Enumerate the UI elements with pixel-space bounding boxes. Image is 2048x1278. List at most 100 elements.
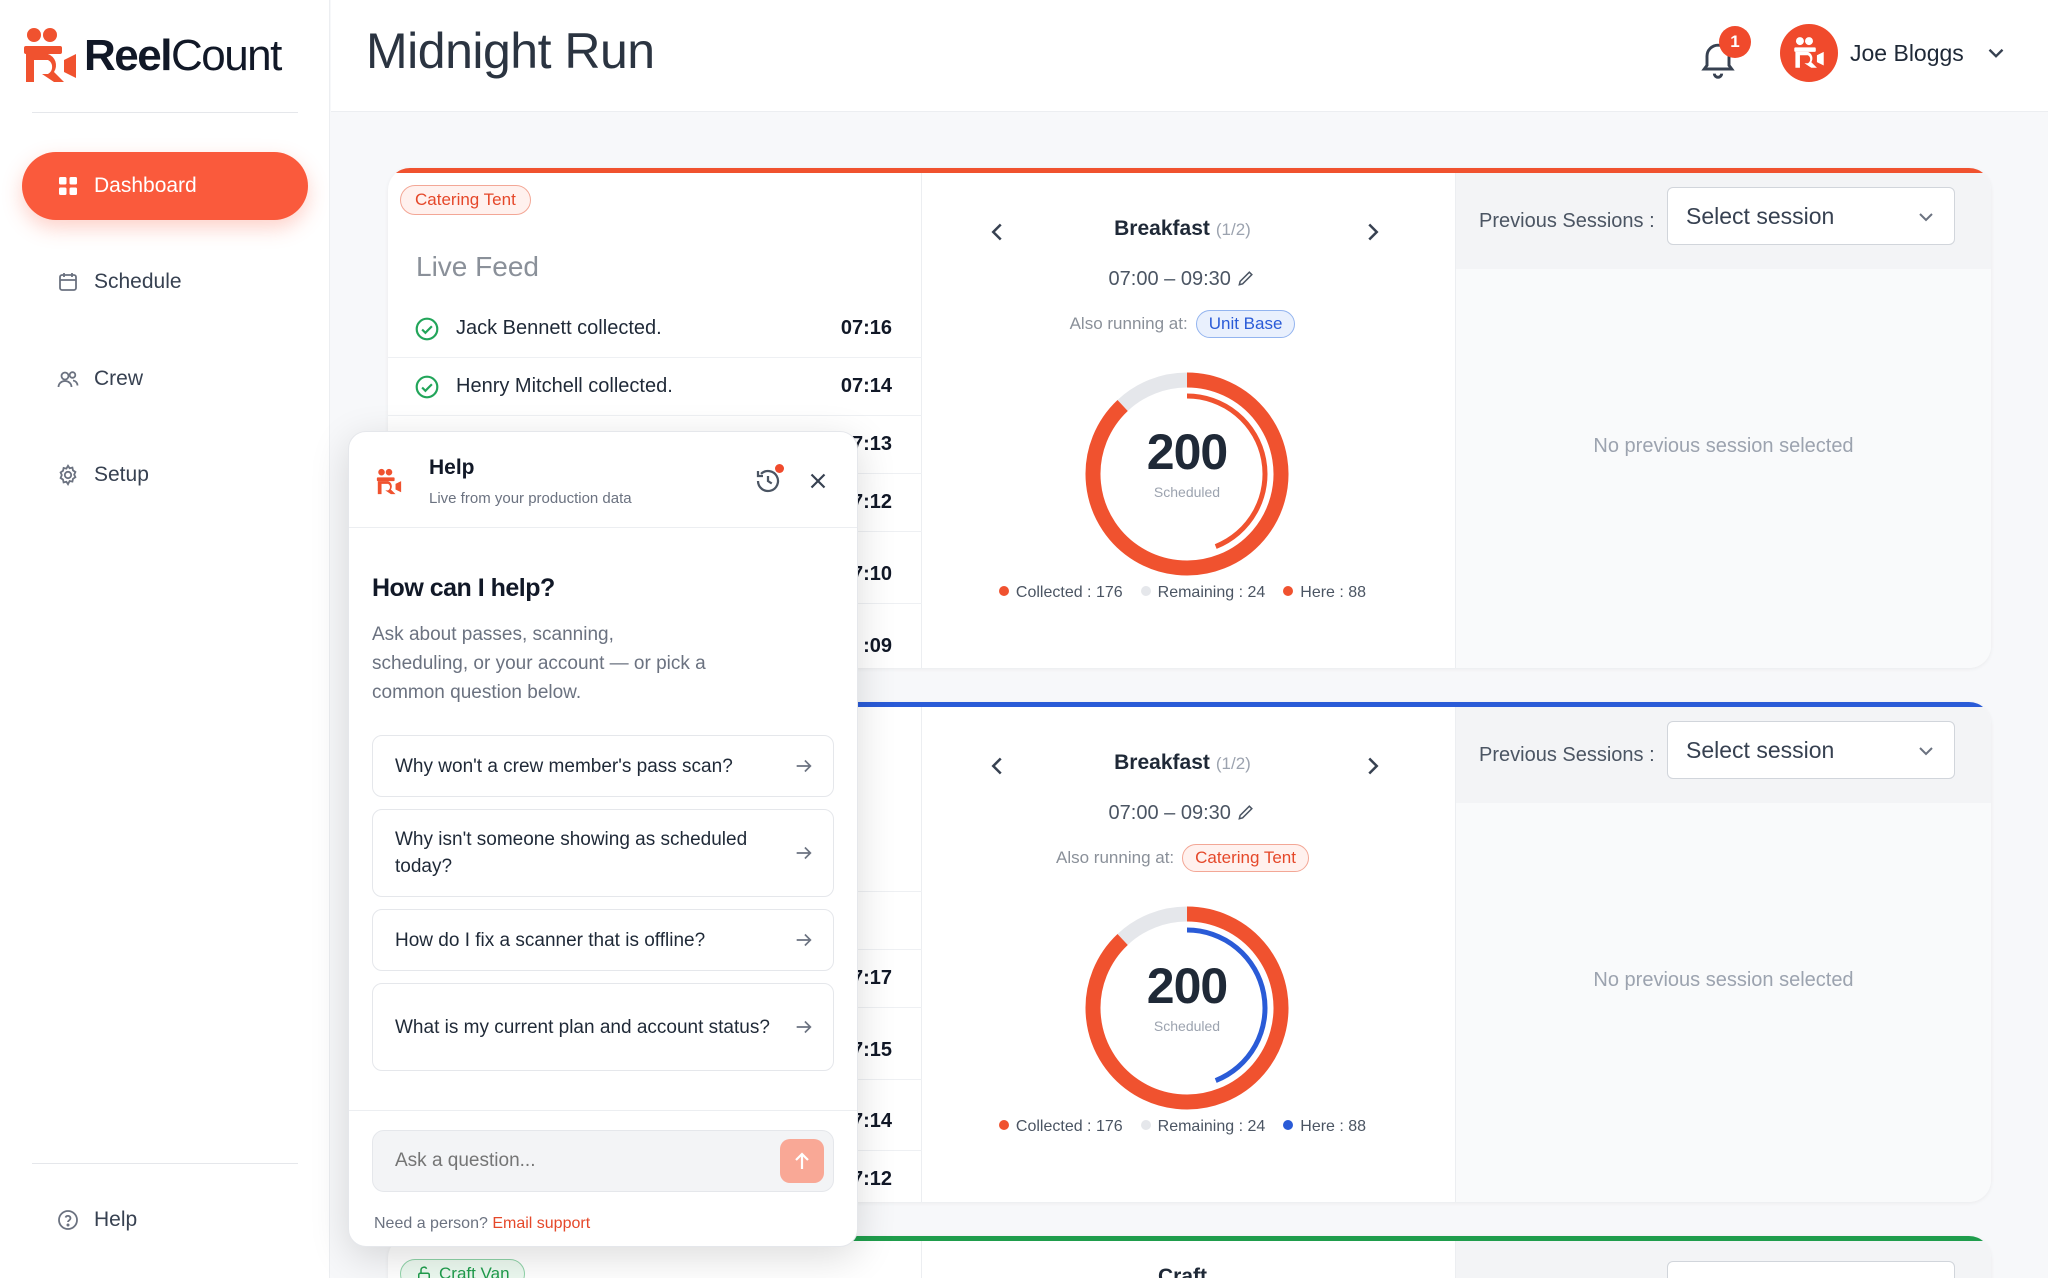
- session-select[interactable]: [1667, 1261, 1955, 1278]
- sidebar-item-label: Schedule: [94, 270, 182, 293]
- legend-dot: [1283, 586, 1294, 596]
- legend-here: Here : 88: [1283, 1118, 1366, 1136]
- history-indicator-dot: [775, 464, 784, 473]
- chevron-down-icon: [1919, 747, 1933, 756]
- feed-time: 7:14: [851, 1110, 892, 1132]
- pencil-icon[interactable]: [1236, 268, 1256, 288]
- session-time: 07:00 – 09:30: [922, 802, 1443, 825]
- help-circle-icon: [58, 1210, 78, 1230]
- donut-remaining-arc: [1117, 906, 1188, 946]
- previous-sessions-header: Previous Sessions : Select session: [1456, 173, 1991, 269]
- chevron-right-icon[interactable]: [1358, 751, 1388, 781]
- legend-dot: [1140, 586, 1151, 596]
- feed-row: Jack Bennett collected. 07:16: [388, 300, 922, 358]
- app-logo[interactable]: ReelCount: [22, 26, 282, 86]
- previous-sessions-panel: [1455, 1241, 1991, 1278]
- sidebar-divider: [32, 1163, 298, 1164]
- faq-button[interactable]: What is my current plan and account stat…: [372, 983, 834, 1071]
- chevron-down-icon[interactable]: [1983, 40, 2009, 66]
- faq-button[interactable]: How do I fix a scanner that is offline?: [372, 909, 834, 971]
- chevron-down-icon: [1919, 213, 1933, 222]
- also-running-label: Also running at:: [1069, 314, 1188, 333]
- session-panel: Breakfast (1/2) 07:00 – 09:30 Also runnin…: [922, 173, 1443, 668]
- chevron-left-icon[interactable]: [982, 751, 1012, 781]
- legend-remaining-text: Remaining : 24: [1157, 1118, 1266, 1135]
- legend-collected: Collected : 176: [998, 1118, 1123, 1136]
- chevron-right-icon[interactable]: [1358, 217, 1388, 247]
- arrow-right-icon: [796, 759, 812, 773]
- help-person-text: Need a person?: [374, 1215, 488, 1232]
- legend-collected: Collected : 176: [998, 584, 1123, 602]
- previous-session-empty: No previous session selected: [1593, 969, 1854, 991]
- sidebar-item-setup[interactable]: Setup: [22, 441, 308, 509]
- session-time-text: 07:00 – 09:30: [1108, 802, 1231, 824]
- session-panel: Breakfast (1/2) 07:00 – 09:30 Also runnin…: [922, 707, 1443, 1202]
- scheduled-count: 200: [1146, 424, 1228, 480]
- ask-question-input[interactable]: [372, 1130, 834, 1192]
- donut-here-arc: [1187, 927, 1268, 1083]
- location-tag-text: Craft Van: [439, 1264, 510, 1278]
- close-icon[interactable]: [805, 468, 831, 494]
- pencil-icon[interactable]: [1236, 802, 1256, 822]
- session-select[interactable]: Select session: [1667, 721, 1955, 779]
- location-pill[interactable]: Catering Tent: [1182, 844, 1309, 872]
- camera-logo-icon: [24, 28, 76, 82]
- previous-sessions-panel: Previous Sessions : Select session No pr…: [1455, 173, 1991, 668]
- feed-time: 7:12: [851, 1168, 892, 1190]
- sidebar-item-schedule[interactable]: Schedule: [22, 248, 308, 316]
- grid-icon: [59, 177, 77, 195]
- location-tag: Catering Tent: [400, 185, 531, 215]
- history-icon[interactable]: [753, 466, 783, 496]
- check-circle-icon: [415, 317, 439, 340]
- previous-sessions-panel: Previous Sessions : Select session No pr…: [1455, 707, 1991, 1202]
- logo-text-count: Count: [170, 31, 282, 80]
- session-time: 07:00 – 09:30: [922, 268, 1443, 291]
- scheduled-label: Scheduled: [1153, 1018, 1221, 1034]
- card-accent-line: [388, 1236, 1991, 1241]
- users-icon: [57, 371, 79, 388]
- session-meal: Breakfast: [1114, 217, 1210, 240]
- faq-button[interactable]: Why isn't someone showing as scheduled t…: [372, 809, 834, 897]
- also-running-row: Also running at: Catering Tent: [922, 844, 1443, 872]
- previous-sessions-label: Previous Sessions :: [1479, 744, 1655, 766]
- feed-time: 7:17: [851, 967, 892, 989]
- also-running-label: Also running at:: [1056, 848, 1175, 867]
- session-panel: Craft: [922, 1241, 1443, 1278]
- session-select[interactable]: Select session: [1667, 187, 1955, 245]
- sidebar-item-label: Help: [94, 1208, 138, 1231]
- sidebar-item-crew[interactable]: Crew: [22, 345, 308, 413]
- avatar[interactable]: [1780, 24, 1838, 82]
- donut-remaining-arc: [1117, 372, 1188, 412]
- chevron-left-icon[interactable]: [982, 217, 1012, 247]
- location-tag: Craft Van: [400, 1259, 525, 1278]
- legend-remaining-text: Remaining : 24: [1157, 584, 1266, 601]
- feed-time: 7:13: [851, 433, 892, 455]
- camera-logo-icon: [1794, 37, 1824, 68]
- user-name[interactable]: Joe Bloggs: [1850, 40, 1964, 66]
- feed-time: 7:15: [851, 1039, 892, 1061]
- sidebar-item-label: Dashboard: [94, 174, 197, 197]
- session-meal: Craft: [1157, 1265, 1207, 1278]
- previous-session-empty: No previous session selected: [1593, 435, 1854, 457]
- sidebar: ReelCount Dashboard Schedule Crew Setup …: [0, 0, 330, 1278]
- help-subtitle: Live from your production data: [429, 490, 632, 507]
- previous-sessions-label: Previous Sessions :: [1479, 210, 1655, 232]
- legend-collected-text: Collected : 176: [1015, 1118, 1123, 1135]
- sidebar-item-help[interactable]: Help: [22, 1186, 308, 1254]
- camera-logo-icon: [376, 468, 402, 495]
- feed-time: 7:12: [851, 491, 892, 513]
- also-running-row: Also running at: Unit Base: [922, 310, 1443, 338]
- arrow-right-icon: [796, 933, 812, 947]
- location-pill[interactable]: Unit Base: [1195, 310, 1296, 338]
- donut-legend: Collected : 176 Remaining : 24 Here : 88: [922, 1118, 1443, 1136]
- email-support-link[interactable]: Email support: [492, 1215, 591, 1232]
- faq-button[interactable]: Why won't a crew member's pass scan?: [372, 735, 834, 797]
- sidebar-item-dashboard[interactable]: Dashboard: [22, 152, 308, 220]
- live-feed-title: Live Feed: [416, 251, 539, 282]
- legend-dot: [1140, 1120, 1151, 1130]
- legend-collected-text: Collected : 176: [1015, 584, 1123, 601]
- help-footer: Need a person? Email support: [349, 1110, 857, 1246]
- faq-label: What is my current plan and account stat…: [395, 1016, 770, 1038]
- send-button[interactable]: [780, 1139, 824, 1183]
- help-title: Help: [429, 456, 475, 479]
